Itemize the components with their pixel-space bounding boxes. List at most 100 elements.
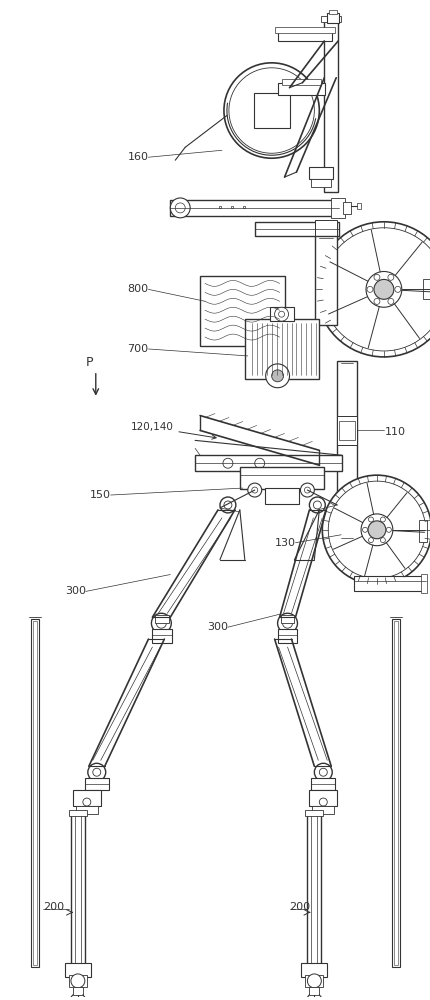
Circle shape — [282, 618, 292, 628]
Bar — [310, 814, 316, 964]
Circle shape — [228, 68, 313, 153]
Circle shape — [254, 458, 264, 468]
Circle shape — [156, 618, 166, 628]
Circle shape — [313, 501, 321, 509]
Circle shape — [322, 475, 430, 584]
Circle shape — [313, 763, 332, 781]
Bar — [391, 619, 399, 967]
Bar — [321, 16, 341, 22]
Bar — [310, 778, 335, 790]
Circle shape — [271, 370, 283, 382]
Bar — [336, 416, 356, 445]
Circle shape — [380, 538, 384, 543]
Text: 200: 200 — [43, 902, 64, 912]
Bar — [254, 222, 338, 236]
Bar — [244, 319, 319, 379]
Bar — [69, 975, 86, 987]
Bar — [420, 574, 426, 593]
Circle shape — [88, 763, 105, 781]
Circle shape — [322, 228, 430, 351]
Circle shape — [394, 286, 400, 292]
Bar — [422, 279, 429, 299]
Circle shape — [328, 481, 425, 578]
Bar — [69, 810, 86, 816]
Text: 800: 800 — [127, 284, 148, 294]
Text: 130: 130 — [274, 538, 295, 548]
Bar — [33, 621, 37, 965]
Circle shape — [319, 798, 326, 806]
Circle shape — [360, 514, 392, 546]
Circle shape — [362, 527, 367, 532]
Circle shape — [380, 517, 384, 522]
Circle shape — [224, 63, 319, 158]
Bar — [85, 778, 108, 790]
Bar — [393, 621, 397, 965]
Circle shape — [278, 311, 284, 317]
Bar — [274, 27, 335, 33]
Bar — [277, 83, 325, 95]
Bar — [309, 167, 332, 179]
Bar — [315, 236, 336, 325]
Bar — [200, 276, 284, 346]
Circle shape — [367, 521, 385, 539]
Bar — [281, 79, 321, 85]
Text: P: P — [86, 356, 93, 369]
Text: 300: 300 — [206, 622, 227, 632]
Circle shape — [151, 613, 171, 633]
Circle shape — [309, 497, 325, 513]
Circle shape — [224, 501, 231, 509]
Bar — [309, 790, 336, 806]
Bar — [315, 220, 336, 238]
Bar — [335, 535, 358, 545]
Bar — [71, 812, 85, 966]
Bar — [76, 806, 98, 814]
Bar — [323, 18, 338, 192]
Bar — [75, 814, 81, 964]
Circle shape — [373, 274, 379, 280]
Text: 160: 160 — [127, 152, 148, 162]
Bar — [253, 93, 289, 128]
Bar — [305, 975, 322, 987]
Circle shape — [365, 271, 401, 307]
Bar — [301, 963, 326, 977]
Circle shape — [366, 286, 372, 292]
Circle shape — [300, 483, 313, 497]
Bar — [73, 987, 83, 995]
Bar — [353, 576, 425, 591]
Bar — [342, 202, 350, 214]
Circle shape — [316, 222, 430, 357]
Bar — [155, 615, 169, 623]
Text: 200: 200 — [289, 902, 310, 912]
Text: 120,140: 120,140 — [130, 422, 216, 439]
Circle shape — [304, 487, 310, 493]
Circle shape — [219, 497, 235, 513]
Bar — [277, 31, 332, 41]
Circle shape — [277, 613, 297, 633]
Bar — [331, 198, 344, 218]
Circle shape — [368, 517, 373, 522]
Bar — [336, 361, 356, 540]
Circle shape — [265, 364, 289, 388]
Bar — [73, 790, 101, 806]
Bar — [170, 200, 338, 216]
Circle shape — [387, 298, 393, 304]
Bar — [65, 963, 91, 977]
Circle shape — [83, 798, 91, 806]
Bar — [418, 520, 426, 542]
Bar — [310, 179, 331, 187]
Bar — [152, 629, 172, 643]
Circle shape — [175, 203, 185, 213]
Text: 300: 300 — [64, 586, 86, 596]
Bar — [307, 812, 321, 966]
Bar — [329, 10, 336, 14]
Bar — [338, 421, 354, 440]
Bar — [312, 806, 333, 814]
Text: 700: 700 — [127, 344, 148, 354]
Circle shape — [170, 198, 190, 218]
Circle shape — [368, 538, 373, 543]
Circle shape — [385, 527, 390, 532]
Circle shape — [71, 974, 85, 988]
Bar — [332, 530, 360, 550]
Circle shape — [307, 974, 321, 988]
Circle shape — [373, 279, 393, 299]
